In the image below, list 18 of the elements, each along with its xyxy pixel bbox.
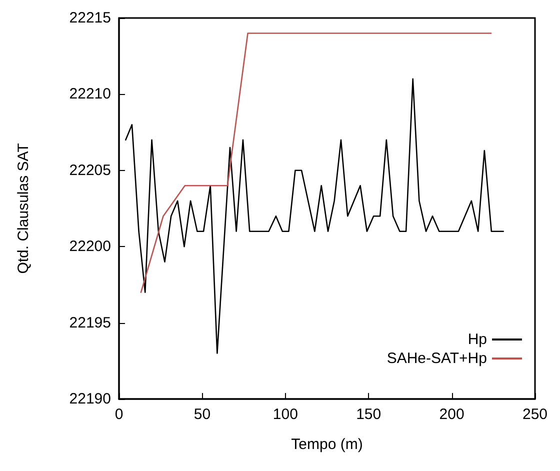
y-axis-title: Qtd. Clausulas SAT [15,143,32,274]
y-tick-label: 22205 [69,162,111,179]
x-tick-label: 200 [439,406,464,423]
y-tick-label: 22190 [69,390,111,408]
x-tick-label: 50 [194,406,211,423]
y-tick-label: 22200 [69,238,111,256]
x-tick-label: 150 [356,406,382,423]
legend-label: Hp [468,331,487,348]
legend-label: SAHe-SAT+Hp [386,350,487,367]
y-tick-label: 22210 [69,86,111,103]
line-series [140,32,492,293]
y-tick-label: 22215 [69,10,111,26]
y-tick-label: 22195 [69,314,111,332]
x-tick-label: 100 [272,406,298,423]
x-tick-label: 250 [522,406,548,423]
x-tick-label: 0 [114,406,124,423]
line-series [125,78,504,354]
x-axis-title: Tempo (m) [291,436,363,453]
